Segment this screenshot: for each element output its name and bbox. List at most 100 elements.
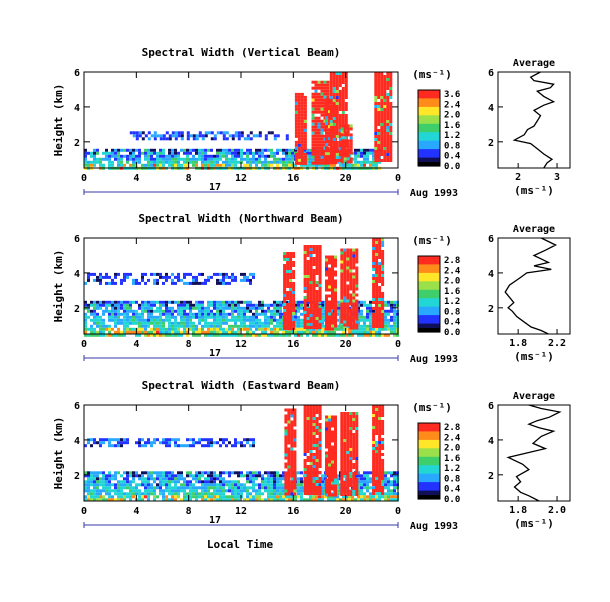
- heatmap-cell: [363, 316, 366, 319]
- heatmap-cell: [120, 486, 123, 489]
- heatmap-cell: [90, 495, 93, 498]
- heatmap-cell: [220, 131, 223, 134]
- heatmap-cell: [222, 310, 225, 313]
- heatmap-cell: [380, 75, 383, 78]
- heatmap-cell: [350, 151, 353, 154]
- heatmap-cell: [136, 131, 139, 134]
- heatmap-cell: [375, 456, 378, 459]
- heatmap-cell: [383, 108, 386, 111]
- heatmap-cell: [126, 313, 129, 316]
- heatmap-cell: [222, 480, 225, 483]
- heatmap-cell: [344, 154, 347, 157]
- heatmap-cell: [117, 489, 120, 492]
- heatmap-cell: [328, 452, 331, 455]
- heatmap-cell: [334, 289, 337, 292]
- heatmap-cell: [168, 489, 171, 492]
- heatmap-cell: [141, 328, 144, 331]
- heatmap-cell: [195, 325, 198, 328]
- heatmap-cell: [141, 492, 144, 495]
- heatmap-cell: [381, 319, 384, 322]
- heatmap-cell: [204, 282, 207, 285]
- heatmap-cell: [383, 117, 386, 120]
- heatmap-cell: [342, 81, 345, 84]
- heatmap-cell: [304, 281, 307, 284]
- heatmap-cell: [264, 319, 267, 322]
- heatmap-cell: [117, 310, 120, 313]
- heatmap-cell: [363, 161, 366, 164]
- heatmap-cell: [255, 495, 258, 498]
- heatmap-cell: [246, 304, 249, 307]
- heatmap-cell: [347, 157, 350, 160]
- heatmap-cell: [313, 408, 316, 411]
- heatmap-cell: [273, 480, 276, 483]
- heatmap-cell: [237, 325, 240, 328]
- heatmap-cell: [156, 152, 159, 155]
- heatmap-cell: [387, 313, 390, 316]
- heatmap-cell: [117, 316, 120, 319]
- heatmap-cell: [315, 150, 318, 153]
- heatmap-cell: [246, 155, 249, 158]
- heatmap-cell: [372, 241, 375, 244]
- heatmap-cell: [249, 477, 252, 480]
- heatmap-cell: [234, 492, 237, 495]
- heatmap-cell: [342, 87, 345, 90]
- heatmap-cell: [343, 282, 346, 285]
- heatmap-cell: [117, 313, 120, 316]
- heatmap-cell: [186, 155, 189, 158]
- heatmap-cell: [99, 282, 102, 285]
- heatmap-cell: [93, 316, 96, 319]
- heatmap-cell: [304, 272, 307, 275]
- heatmap-cell: [304, 245, 307, 248]
- heatmap-cell: [380, 84, 383, 87]
- heatmap-cell: [393, 313, 396, 316]
- heatmap-cell: [340, 294, 343, 297]
- heatmap-cell: [330, 159, 333, 162]
- heatmap-cell: [252, 304, 255, 307]
- heatmap-cell: [219, 319, 222, 322]
- heatmap-cell: [312, 495, 315, 498]
- heatmap-cell: [393, 331, 396, 334]
- heatmap-cell: [325, 307, 328, 310]
- heatmap-cell: [339, 93, 342, 96]
- heatmap-cell: [129, 164, 132, 167]
- heatmap-cell: [93, 161, 96, 164]
- heatmap-cell: [285, 331, 288, 334]
- heatmap-cell: [213, 331, 216, 334]
- heatmap-cell: [135, 149, 138, 152]
- heatmap-cell: [90, 152, 93, 155]
- heatmap-cell: [198, 438, 201, 441]
- heatmap-cell: [331, 328, 334, 331]
- heatmap-cell: [189, 149, 192, 152]
- heatmap-cell: [234, 322, 237, 325]
- heatmap-cell: [375, 495, 378, 498]
- heatmap-cell: [279, 492, 282, 495]
- heatmap-cell: [207, 495, 210, 498]
- heatmap-cell: [162, 149, 165, 152]
- heatmap-cell: [380, 81, 383, 84]
- heatmap-cell: [377, 129, 380, 132]
- heatmap-cell: [234, 279, 237, 282]
- heatmap-cell: [372, 414, 375, 417]
- heatmap-cell: [138, 444, 141, 447]
- heatmap-cell: [304, 326, 307, 329]
- heatmap-cell: [286, 324, 289, 327]
- heatmap-cell: [207, 307, 210, 310]
- heatmap-cell: [304, 453, 307, 456]
- heatmap-cell: [183, 282, 186, 285]
- heatmap-cell: [159, 319, 162, 322]
- heatmap-cell: [183, 313, 186, 316]
- heatmap-cell: [383, 87, 386, 90]
- heatmap-cell: [129, 310, 132, 313]
- heatmap-cell: [304, 105, 307, 108]
- heatmap-cell: [315, 132, 318, 135]
- heatmap-cell: [105, 304, 108, 307]
- heatmap-cell: [231, 149, 234, 152]
- heatmap-cell: [386, 150, 389, 153]
- heatmap-cell: [341, 160, 344, 163]
- heatmap-cell: [159, 304, 162, 307]
- heatmap-cell: [126, 495, 129, 498]
- heatmap-cell: [135, 471, 138, 474]
- heatmap-cell: [384, 313, 387, 316]
- heatmap-cell: [207, 161, 210, 164]
- heatmap-cell: [87, 316, 90, 319]
